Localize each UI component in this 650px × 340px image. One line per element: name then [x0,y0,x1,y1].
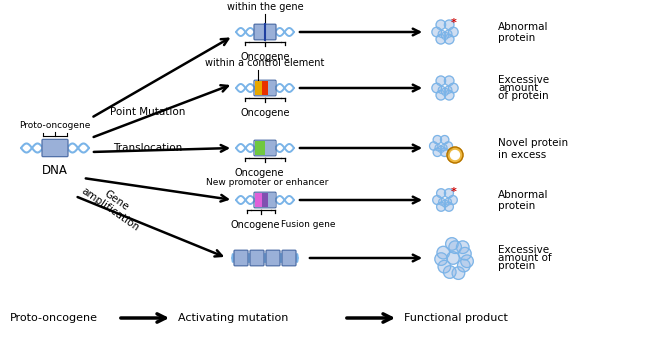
Text: New promoter or enhancer: New promoter or enhancer [206,178,328,187]
Text: Oncogene: Oncogene [240,108,290,118]
Circle shape [433,195,442,204]
FancyBboxPatch shape [282,250,296,266]
Circle shape [436,20,446,30]
Circle shape [438,86,445,94]
Circle shape [437,246,450,259]
Circle shape [443,266,456,278]
Circle shape [438,146,444,152]
Circle shape [432,27,441,37]
Bar [255,193,262,207]
Circle shape [446,238,458,250]
Text: *: * [450,187,456,197]
Text: amount of: amount of [498,253,552,263]
Circle shape [433,136,441,144]
FancyBboxPatch shape [42,139,68,157]
Text: Abnormal: Abnormal [498,190,549,200]
Text: protein: protein [498,261,535,271]
Circle shape [445,90,454,100]
Text: Novel protein: Novel protein [498,138,568,148]
Text: within the gene: within the gene [227,2,304,12]
Text: *: * [451,18,457,28]
Text: within a control element: within a control element [205,58,325,68]
Circle shape [438,30,445,37]
Circle shape [432,83,441,93]
FancyBboxPatch shape [234,250,248,266]
Circle shape [441,136,449,144]
Circle shape [436,76,446,86]
Circle shape [449,241,462,254]
Circle shape [452,267,465,279]
Circle shape [456,241,469,254]
Circle shape [445,20,454,30]
Text: Oncogene: Oncogene [234,168,284,178]
Text: protein: protein [498,33,535,43]
Text: amount: amount [498,83,538,93]
Circle shape [438,260,450,273]
Circle shape [441,148,449,156]
Text: Fusion gene: Fusion gene [281,220,335,229]
Circle shape [445,189,454,198]
Circle shape [458,259,470,272]
Circle shape [448,195,458,204]
Circle shape [447,147,463,163]
Circle shape [461,255,473,268]
Text: Excessive: Excessive [498,75,549,85]
FancyBboxPatch shape [266,250,280,266]
Circle shape [441,144,447,151]
Text: Proto-oncogene: Proto-oncogene [10,313,98,323]
Circle shape [442,200,448,207]
Bar [255,81,262,95]
Text: Gene
amplification: Gene amplification [79,176,147,233]
Text: DNA: DNA [42,164,68,177]
Circle shape [447,252,460,264]
Text: Functional product: Functional product [404,313,508,323]
Circle shape [435,253,447,266]
Bar [268,193,275,207]
Circle shape [445,34,454,44]
Text: Translocation: Translocation [113,143,183,153]
Bar [268,81,275,95]
Circle shape [444,142,452,150]
Circle shape [436,90,446,100]
Circle shape [459,248,471,260]
Bar [265,141,275,155]
Circle shape [435,144,441,151]
Text: of protein: of protein [498,91,549,101]
Circle shape [437,202,446,211]
Text: Proto-oncogene: Proto-oncogene [20,121,91,130]
Text: Excessive: Excessive [498,245,549,255]
Circle shape [430,142,438,150]
Bar [262,193,268,207]
Bar [262,81,268,95]
Text: Oncogene: Oncogene [230,220,280,230]
FancyBboxPatch shape [254,24,276,40]
Circle shape [439,199,445,205]
Text: Abnormal: Abnormal [498,22,549,32]
Circle shape [450,151,460,159]
Bar [255,141,265,155]
Text: Point Mutation: Point Mutation [111,107,186,117]
Circle shape [448,27,458,37]
Circle shape [441,88,448,95]
Circle shape [441,32,448,39]
Circle shape [448,83,458,93]
Circle shape [445,30,452,37]
Circle shape [445,76,454,86]
Circle shape [437,189,446,198]
FancyBboxPatch shape [250,250,264,266]
Circle shape [436,34,446,44]
Circle shape [445,86,452,94]
Text: in excess: in excess [498,150,546,160]
Circle shape [433,148,441,156]
Circle shape [445,198,452,205]
Text: Oncogene: Oncogene [240,52,290,62]
Circle shape [445,202,454,211]
Text: protein: protein [498,201,535,211]
Text: Activating mutation: Activating mutation [178,313,289,323]
